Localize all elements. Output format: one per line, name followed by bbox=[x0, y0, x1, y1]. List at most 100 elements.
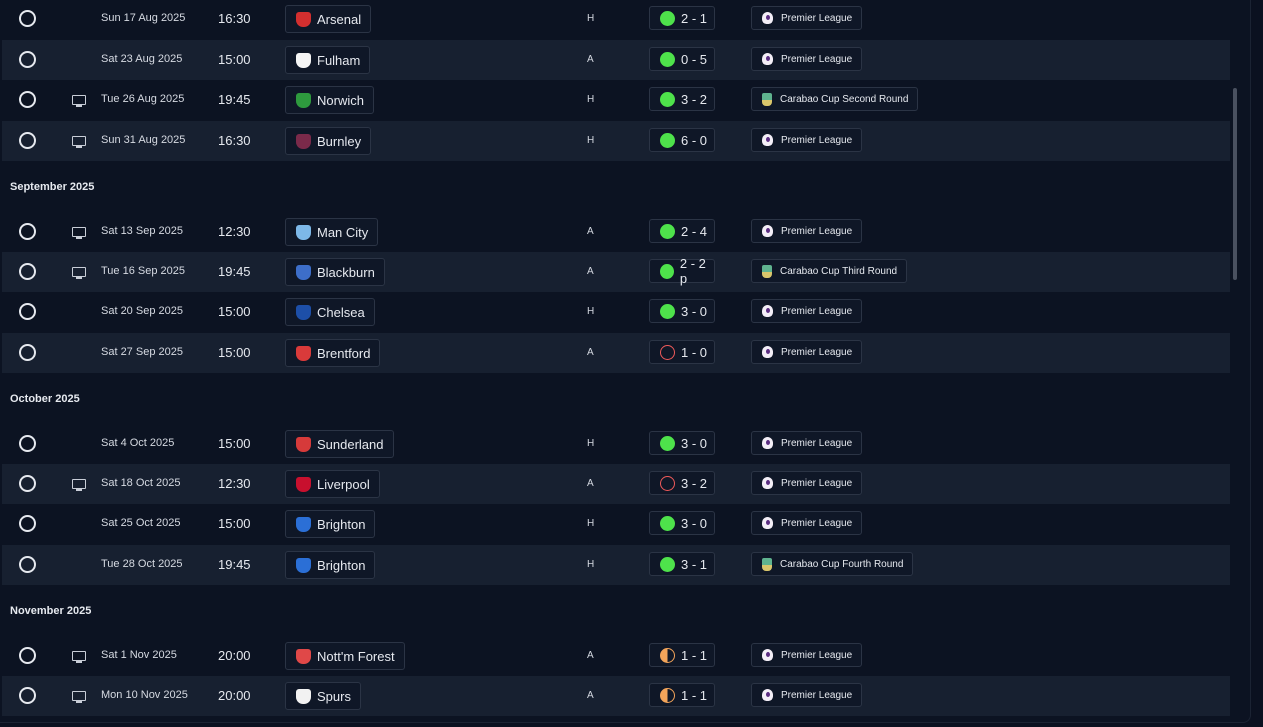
kickoff-time: 15:00 bbox=[218, 345, 251, 360]
opponent-button[interactable]: Brighton bbox=[285, 510, 376, 538]
premier-league-icon bbox=[762, 477, 773, 489]
opponent-button[interactable]: Liverpool bbox=[285, 470, 380, 498]
select-radio[interactable] bbox=[19, 263, 36, 280]
score-text: 1 - 1 bbox=[681, 647, 708, 663]
scrollbar-thumb[interactable] bbox=[1233, 88, 1237, 280]
competition-name: Premier League bbox=[781, 649, 853, 661]
score-box[interactable]: 2 - 1 bbox=[649, 6, 715, 30]
opponent-button[interactable]: Norwich bbox=[285, 86, 374, 114]
fixture-row[interactable]: Sun 31 Aug 2025 16:30 Burnley H 6 - 0 Premier… bbox=[2, 121, 1230, 161]
select-radio[interactable] bbox=[19, 223, 36, 240]
opponent-button[interactable]: Arsenal bbox=[285, 5, 372, 33]
competition-button[interactable]: Premier League bbox=[751, 340, 863, 364]
score-box[interactable]: 1 - 1 bbox=[649, 683, 715, 707]
opponent-button[interactable]: Burnley bbox=[285, 127, 372, 155]
competition-button[interactable]: Premier League bbox=[751, 6, 863, 30]
score-box[interactable]: 0 - 5 bbox=[649, 47, 715, 71]
fixture-row[interactable]: Sat 25 Oct 2025 15:00 Brighton H 3 - 0 Premie… bbox=[2, 504, 1230, 544]
opponent-button[interactable]: Brentford bbox=[285, 339, 381, 367]
score-box[interactable]: 3 - 0 bbox=[649, 511, 715, 535]
select-radio[interactable] bbox=[19, 687, 36, 704]
score-box[interactable]: 3 - 2 bbox=[649, 471, 715, 495]
fixture-date: Sun 17 Aug 2025 bbox=[101, 12, 186, 24]
competition-button[interactable]: Premier League bbox=[751, 471, 863, 495]
fixture-row[interactable]: Sat 4 Oct 2025 15:00 Sunderland H 3 - 0 Premi… bbox=[2, 424, 1230, 464]
competition-name: Carabao Cup Fourth Round bbox=[780, 558, 904, 570]
select-radio[interactable] bbox=[19, 647, 36, 664]
result-win-icon bbox=[660, 132, 675, 148]
competition-button[interactable]: Carabao Cup Second Round bbox=[751, 87, 919, 111]
venue-indicator: A bbox=[587, 650, 594, 661]
select-radio[interactable] bbox=[19, 303, 36, 320]
fixture-row[interactable]: Sat 18 Oct 2025 12:30 Liverpool A 3 - 2 Premi… bbox=[2, 464, 1230, 504]
venue-indicator: A bbox=[587, 347, 594, 358]
select-radio[interactable] bbox=[19, 556, 36, 573]
opponent-button[interactable]: Spurs bbox=[285, 682, 361, 710]
kickoff-time: 15:00 bbox=[218, 516, 251, 531]
competition-button[interactable]: Premier League bbox=[751, 299, 863, 323]
score-box[interactable]: 3 - 0 bbox=[649, 299, 715, 323]
score-text: 3 - 0 bbox=[681, 435, 708, 451]
score-box[interactable]: 6 - 0 bbox=[649, 128, 715, 152]
opponent-name: Brighton bbox=[317, 557, 366, 573]
fixture-date: Sat 4 Oct 2025 bbox=[101, 437, 175, 449]
competition-name: Premier League bbox=[781, 225, 853, 237]
kickoff-time: 16:30 bbox=[218, 133, 251, 148]
select-radio[interactable] bbox=[19, 344, 36, 361]
score-box[interactable]: 1 - 0 bbox=[649, 340, 715, 364]
kickoff-time: 16:30 bbox=[218, 11, 251, 26]
fixture-date: Tue 28 Oct 2025 bbox=[101, 558, 183, 570]
opponent-button[interactable]: Chelsea bbox=[285, 298, 375, 326]
opponent-name: Fulham bbox=[317, 52, 361, 68]
competition-name: Carabao Cup Second Round bbox=[780, 93, 909, 105]
fixture-row[interactable]: Sat 23 Aug 2025 15:00 Fulham A 0 - 5 Premier … bbox=[2, 40, 1230, 80]
competition-button[interactable]: Premier League bbox=[751, 683, 863, 707]
competition-button[interactable]: Premier League bbox=[751, 431, 863, 455]
fixture-row[interactable]: Tue 26 Aug 2025 19:45 Norwich H 3 - 2 Carabao… bbox=[2, 80, 1230, 120]
opponent-button[interactable]: Man City bbox=[285, 218, 379, 246]
competition-button[interactable]: Carabao Cup Third Round bbox=[751, 259, 908, 283]
select-radio[interactable] bbox=[19, 132, 36, 149]
month-heading: November 2025 bbox=[10, 605, 92, 617]
fixture-row[interactable]: Sat 13 Sep 2025 12:30 Man City A 2 - 4 Premie… bbox=[2, 212, 1230, 252]
fixture-row[interactable]: Sat 20 Sep 2025 15:00 Chelsea H 3 - 0 Premier… bbox=[2, 292, 1230, 332]
competition-button[interactable]: Premier League bbox=[751, 643, 863, 667]
competition-button[interactable]: Premier League bbox=[751, 219, 863, 243]
score-box[interactable]: 3 - 2 bbox=[649, 87, 715, 111]
venue-indicator: H bbox=[587, 306, 595, 317]
score-text: 2 - 4 bbox=[681, 223, 708, 239]
fixture-row[interactable]: Sat 1 Nov 2025 20:00 Nott'm Forest A 1 - 1 Pr… bbox=[2, 636, 1230, 676]
select-radio[interactable] bbox=[19, 515, 36, 532]
score-box[interactable]: 2 - 4 bbox=[649, 219, 715, 243]
competition-button[interactable]: Premier League bbox=[751, 47, 863, 71]
fixture-row[interactable]: Sun 17 Aug 2025 16:30 Arsenal H 2 - 1 Premier… bbox=[2, 0, 1230, 39]
score-box[interactable]: 3 - 0 bbox=[649, 431, 715, 455]
opponent-button[interactable]: Blackburn bbox=[285, 258, 385, 286]
score-box[interactable]: 1 - 1 bbox=[649, 643, 715, 667]
score-box[interactable]: 3 - 1 bbox=[649, 552, 715, 576]
select-radio[interactable] bbox=[19, 475, 36, 492]
opponent-button[interactable]: Nott'm Forest bbox=[285, 642, 405, 670]
kickoff-time: 19:45 bbox=[218, 92, 251, 107]
competition-button[interactable]: Premier League bbox=[751, 128, 863, 152]
competition-button[interactable]: Premier League bbox=[751, 511, 863, 535]
fixture-row[interactable]: Tue 28 Oct 2025 19:45 Brighton H 3 - 1 Caraba… bbox=[2, 545, 1230, 585]
competition-name: Premier League bbox=[781, 346, 853, 358]
opponent-name: Nott'm Forest bbox=[317, 648, 395, 664]
select-radio[interactable] bbox=[19, 10, 36, 27]
opponent-button[interactable]: Brighton bbox=[285, 551, 376, 579]
fixture-row[interactable]: Tue 16 Sep 2025 19:45 Blackburn A 2 - 2 p Car… bbox=[2, 252, 1230, 292]
opponent-button[interactable]: Sunderland bbox=[285, 430, 394, 458]
select-radio[interactable] bbox=[19, 91, 36, 108]
fixture-row[interactable]: Sat 27 Sep 2025 15:00 Brentford A 1 - 0 Premi… bbox=[2, 333, 1230, 373]
fixture-row[interactable]: Mon 10 Nov 2025 20:00 Spurs A 1 - 1 Premier L… bbox=[2, 676, 1230, 716]
tv-icon bbox=[72, 651, 86, 663]
score-text: 2 - 2 p bbox=[679, 256, 706, 286]
select-radio[interactable] bbox=[19, 435, 36, 452]
club-badge-icon bbox=[296, 224, 311, 240]
score-box[interactable]: 2 - 2 p bbox=[649, 256, 715, 286]
competition-button[interactable]: Carabao Cup Fourth Round bbox=[751, 552, 914, 576]
select-radio[interactable] bbox=[19, 51, 36, 68]
opponent-button[interactable]: Fulham bbox=[285, 46, 371, 74]
opponent-name: Norwich bbox=[317, 92, 364, 108]
